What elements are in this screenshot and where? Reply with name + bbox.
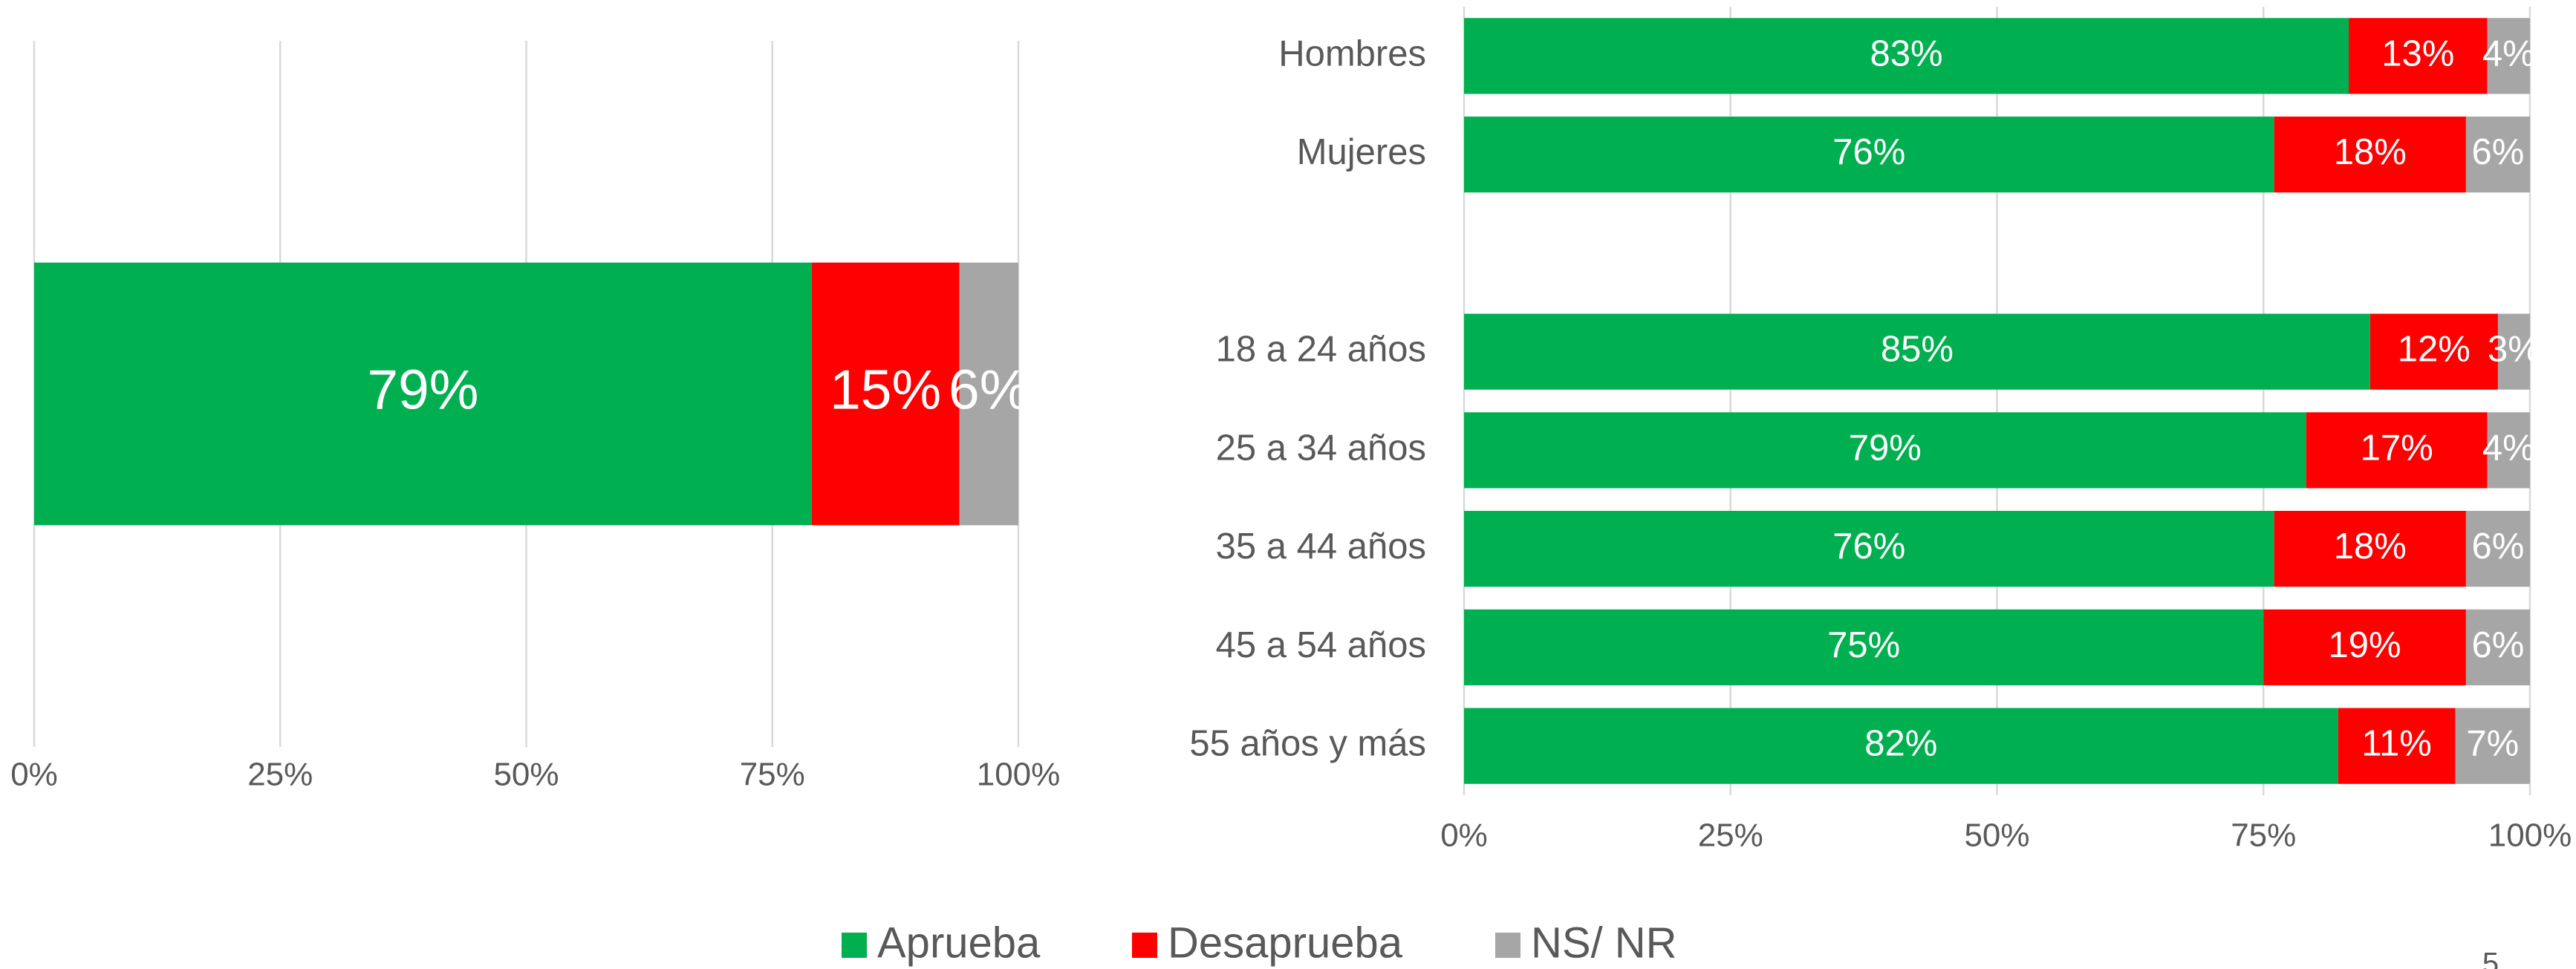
bar-segment: [959, 262, 1018, 526]
data-label: 76%: [1832, 526, 1905, 567]
legend-swatch: [1495, 933, 1520, 958]
legend-swatch: [1132, 933, 1157, 958]
bar-segment: [2465, 609, 2530, 685]
legend-label: Aprueba: [877, 919, 1041, 967]
bar-segment: [2487, 412, 2530, 489]
x-tick-label: 100%: [2488, 818, 2572, 854]
x-tick-label: 0%: [1440, 818, 1488, 854]
category-label: 35 a 44 años: [1216, 526, 1426, 567]
x-tick-label: 50%: [493, 757, 559, 793]
category-label: 55 años y más: [1189, 724, 1426, 764]
bar-segment: [2306, 412, 2488, 489]
data-label: 19%: [2329, 625, 2401, 665]
bar-segment: [2465, 117, 2530, 193]
data-label: 85%: [1881, 330, 1954, 370]
category-label: Hombres: [1278, 33, 1426, 74]
bar-segment: [1464, 511, 2274, 587]
data-label: 18%: [2334, 132, 2407, 172]
x-tick-label: 25%: [1698, 818, 1763, 854]
x-tick-label: 100%: [977, 757, 1061, 793]
data-label: 83%: [1870, 33, 1942, 74]
legend-label: Desaprueba: [1168, 919, 1403, 967]
bar-segment: [811, 262, 960, 526]
bar-segment: [1464, 412, 2306, 489]
data-label: 11%: [2361, 724, 2431, 764]
category-label: 18 a 24 años: [1216, 330, 1426, 370]
data-label: 13%: [2381, 33, 2454, 74]
bar-segment: [2487, 18, 2530, 94]
bar-segment: [34, 262, 812, 526]
data-label: 7%: [2466, 724, 2519, 764]
data-label: 79%: [367, 358, 478, 420]
x-tick-label: 75%: [740, 757, 805, 793]
bar-segment: [2465, 511, 2530, 587]
page-number: 5: [2482, 947, 2499, 969]
data-label: 75%: [1827, 625, 1900, 665]
data-label: 6%: [2472, 625, 2525, 665]
x-tick-label: 75%: [2231, 818, 2296, 854]
data-label: 4%: [2482, 428, 2535, 468]
bar-segment: [2263, 609, 2466, 685]
bar-segment: [1464, 18, 2349, 94]
bar-segment: [1464, 609, 2264, 685]
bar-segment: [2455, 708, 2530, 784]
bar-segment: [2370, 313, 2498, 390]
data-label: 79%: [1849, 428, 1922, 468]
x-tick-label: 50%: [1964, 818, 2029, 854]
x-tick-label: 0%: [10, 757, 58, 793]
data-label: 6%: [2472, 526, 2525, 567]
legend-label: NS/ NR: [1531, 919, 1677, 967]
data-label: 82%: [1864, 724, 1937, 764]
data-label: 17%: [2361, 428, 2433, 468]
data-label: 6%: [2472, 132, 2525, 172]
bar-segment: [1464, 708, 2338, 784]
category-label: 25 a 34 años: [1216, 428, 1426, 468]
bar-segment: [1464, 313, 2370, 390]
bar-segment: [2338, 708, 2456, 784]
category-label: 45 a 54 años: [1216, 625, 1426, 665]
data-label: 4%: [2482, 33, 2535, 74]
data-label: 18%: [2334, 526, 2407, 567]
bar-segment: [2274, 117, 2466, 193]
data-label: 3%: [2488, 330, 2540, 370]
x-tick-label: 25%: [247, 757, 313, 793]
category-label: Mujeres: [1297, 132, 1426, 172]
data-label: 6%: [949, 358, 1029, 420]
legend-swatch: [842, 933, 867, 958]
bar-segment: [1464, 117, 2274, 193]
data-label: 15%: [830, 358, 941, 420]
bar-segment: [2497, 313, 2530, 390]
bar-segment: [2274, 511, 2466, 587]
data-label: 12%: [2398, 330, 2471, 370]
data-label: 76%: [1832, 132, 1905, 172]
bar-segment: [2349, 18, 2488, 94]
